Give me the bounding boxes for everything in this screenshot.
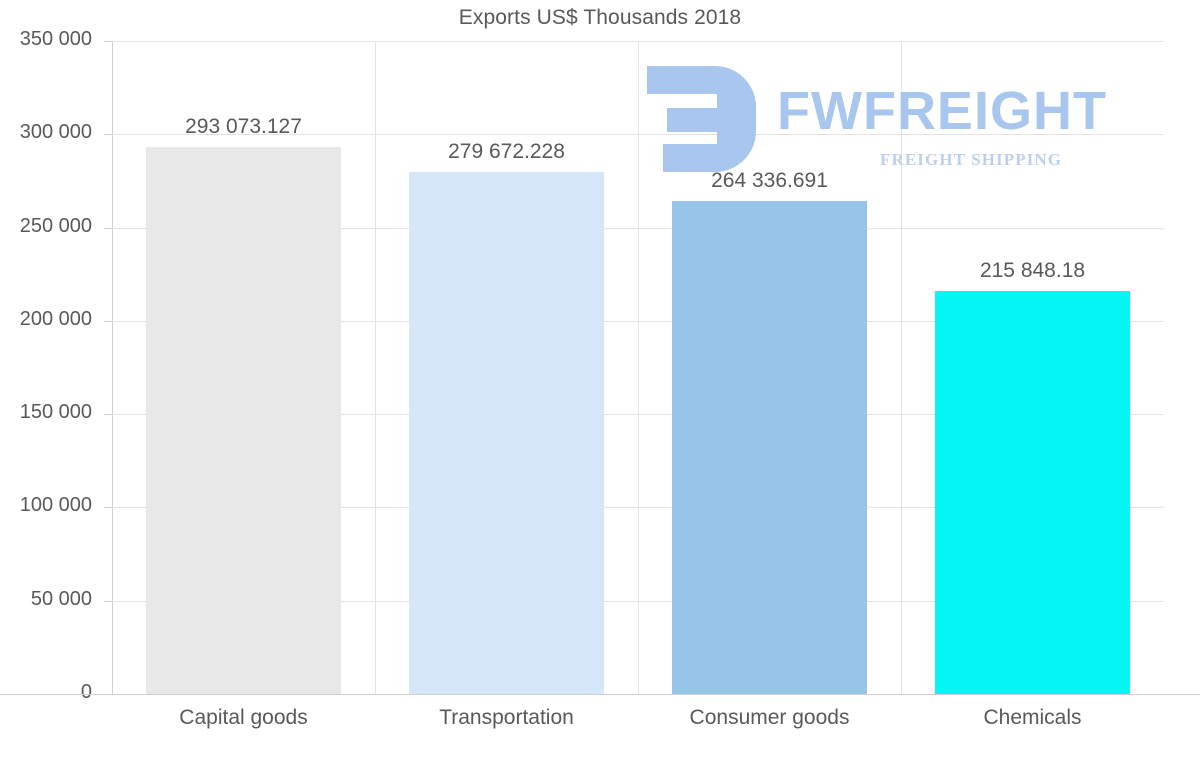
plot-area (112, 41, 1164, 695)
category-separator-2 (638, 41, 639, 694)
y-tick-label-150000: 150 000 (19, 401, 92, 424)
bar[interactable] (408, 172, 605, 694)
y-tick-mark-100000 (104, 507, 112, 509)
bar-value-label: 279 672.228 (448, 140, 565, 164)
y-tick-mark-350000 (104, 41, 112, 42)
y-tick-mark-250000 (104, 227, 112, 229)
y-tick-mark-200000 (104, 320, 112, 322)
y-tick-label-50000: 50 000 (30, 587, 92, 610)
y-axis-line (112, 41, 113, 695)
y-tick-label-0: 0 (80, 681, 92, 703)
y-tick-mark-150000 (104, 414, 112, 416)
y-tick-label-100000: 100 000 (19, 494, 92, 517)
bar[interactable] (145, 147, 342, 694)
x-tick-label: Consumer goods (689, 706, 850, 729)
x-tick-label: Transportation (439, 706, 574, 729)
chart-title: Exports US$ Thousands 2018 (458, 6, 742, 29)
category-separator-1 (375, 41, 376, 694)
y-tick-label-300000: 300 000 (19, 121, 92, 144)
bar[interactable] (934, 291, 1131, 694)
bar-value-label: 215 848.18 (979, 259, 1086, 283)
bar[interactable] (671, 200, 868, 694)
x-axis-line (0, 694, 1200, 695)
bar-value-label: 264 336.691 (711, 168, 828, 192)
y-tick-label-250000: 250 000 (19, 214, 92, 237)
category-separator-3 (901, 41, 902, 694)
y-tick-label-350000: 350 000 (19, 28, 92, 50)
bar-value-label: 293 073.127 (185, 115, 302, 139)
x-tick-label: Chemicals (983, 706, 1082, 729)
y-tick-label-200000: 200 000 (19, 307, 92, 330)
y-tick-mark-50000 (104, 600, 112, 602)
y-tick-mark-300000 (104, 134, 112, 136)
x-tick-label: Capital goods (179, 706, 308, 729)
